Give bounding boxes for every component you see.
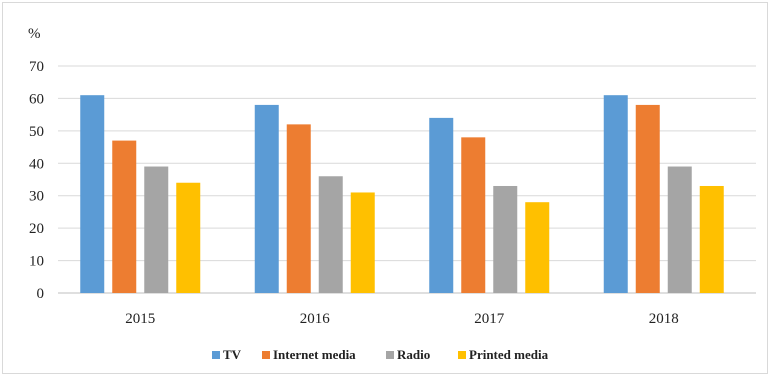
legend-label: Internet media (273, 347, 356, 362)
legend-label: Printed media (469, 347, 549, 362)
y-tick-label: 50 (29, 124, 44, 140)
legend-swatch (212, 351, 220, 359)
bars (80, 95, 724, 294)
bar-tv-2017 (429, 117, 454, 293)
y-unit-label: % (28, 26, 41, 42)
x-axis-ticks: 2015 2016 2017 2018 (125, 311, 679, 327)
bar-printed-media-2017 (525, 202, 550, 293)
bar-internet-media-2017 (461, 137, 486, 293)
legend-label: TV (223, 347, 242, 362)
bar-printed-media-2018 (699, 185, 724, 293)
y-tick-label: 70 (29, 59, 44, 75)
bar-internet-media-2018 (635, 104, 660, 294)
y-tick-label: 20 (29, 221, 44, 237)
bar-tv-2018 (603, 95, 628, 293)
bar-radio-2017 (493, 185, 518, 293)
legend: TV Internet media Radio Printed media (212, 347, 549, 362)
legend-swatch (262, 351, 270, 359)
y-tick-label: 30 (29, 189, 44, 205)
bar-radio-2018 (667, 166, 692, 293)
bar-internet-media-2015 (112, 140, 137, 293)
bar-printed-media-2015 (176, 182, 201, 293)
x-tick-label: 2016 (300, 311, 331, 327)
x-tick-label: 2018 (649, 311, 679, 327)
y-tick-label: 0 (37, 286, 45, 302)
bar-printed-media-2016 (350, 192, 375, 293)
bar-tv-2015 (80, 95, 105, 293)
legend-swatch (386, 351, 394, 359)
x-tick-label: 2017 (474, 311, 505, 327)
bar-radio-2016 (318, 176, 343, 293)
x-tick-label: 2015 (125, 311, 155, 327)
y-tick-label: 10 (29, 254, 44, 270)
y-tick-label: 60 (29, 91, 44, 107)
y-axis-ticks: 0 10 20 30 40 50 60 70 (29, 59, 44, 302)
y-tick-label: 40 (29, 156, 44, 172)
bar-radio-2015 (144, 166, 169, 293)
legend-swatch (458, 351, 466, 359)
bar-internet-media-2016 (286, 124, 311, 293)
bar-tv-2016 (254, 104, 279, 294)
legend-label: Radio (397, 347, 430, 362)
